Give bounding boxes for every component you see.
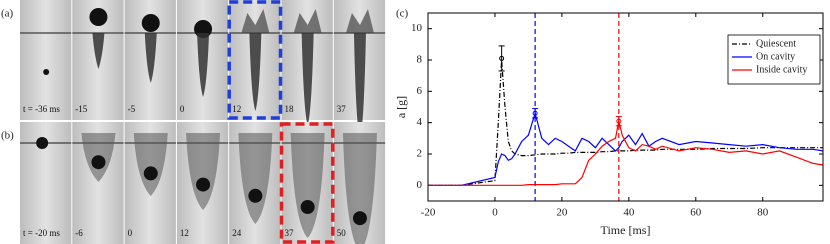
cavity [186, 133, 221, 210]
cavity [301, 33, 314, 125]
sphere [196, 177, 211, 192]
cavity [133, 133, 168, 196]
y-axis-label: a [g] [394, 96, 408, 118]
legend-label: Quiescent [756, 38, 796, 49]
time-label: -5 [128, 104, 136, 114]
x-tick-label: 20 [556, 207, 568, 219]
x-axis-label: Time [ms] [601, 223, 651, 237]
time-label: 24 [232, 228, 242, 238]
time-label: 37 [285, 228, 295, 238]
sphere [89, 8, 108, 26]
time-label: 50 [337, 228, 347, 238]
error-point [532, 110, 538, 116]
series-line [428, 111, 824, 186]
cavity [144, 33, 157, 83]
time-label: 12 [232, 104, 241, 114]
sphere [141, 14, 160, 32]
time-label: 12 [180, 228, 189, 238]
y-tick-label: 8 [417, 54, 423, 66]
series-line [428, 120, 824, 186]
sphere [36, 137, 49, 149]
cavity [353, 33, 366, 139]
x-tick-label: 40 [623, 207, 635, 219]
y-tick-label: 6 [417, 85, 423, 97]
plot-frame [427, 12, 824, 202]
splash [293, 9, 322, 33]
cavity [92, 33, 105, 69]
legend-box [727, 34, 821, 85]
photo [20, 0, 72, 120]
y-tick-label: 0 [417, 179, 423, 191]
y-tick-label: 4 [417, 116, 423, 128]
legend-label: Inside cavity [756, 64, 807, 75]
cavity [238, 133, 273, 224]
panel-label: (a) [1, 8, 14, 20]
time-label: t = -20 ms [23, 228, 60, 238]
time-label: 37 [337, 104, 347, 114]
panel-label: (b) [1, 130, 14, 142]
sphere [143, 166, 158, 181]
cavity [197, 33, 210, 97]
sphere [352, 211, 367, 226]
chart-label: (c) [396, 8, 409, 20]
x-tick-label: 0 [492, 207, 498, 219]
y-tick-label: 10 [411, 22, 423, 34]
error-point [616, 118, 622, 124]
time-label: -15 [75, 104, 87, 114]
sphere [248, 188, 263, 203]
cavity [342, 133, 377, 244]
cavity [249, 33, 262, 111]
time-label: 18 [285, 104, 295, 114]
x-tick-label: 80 [757, 207, 769, 219]
sphere [300, 200, 315, 214]
error-point [499, 55, 505, 61]
sphere [91, 155, 106, 170]
x-tick-label: 60 [690, 207, 702, 219]
splash [241, 9, 270, 33]
x-tick-label: -20 [421, 207, 436, 219]
time-label: 0 [180, 104, 185, 114]
y-tick-label: 2 [417, 148, 423, 160]
time-label: -6 [75, 228, 83, 238]
time-label: t = -36 ms [23, 104, 60, 114]
splash [345, 9, 374, 33]
cavity [290, 133, 325, 238]
sphere [43, 69, 50, 75]
time-label: 0 [128, 228, 133, 238]
legend-label: On cavity [756, 51, 795, 62]
